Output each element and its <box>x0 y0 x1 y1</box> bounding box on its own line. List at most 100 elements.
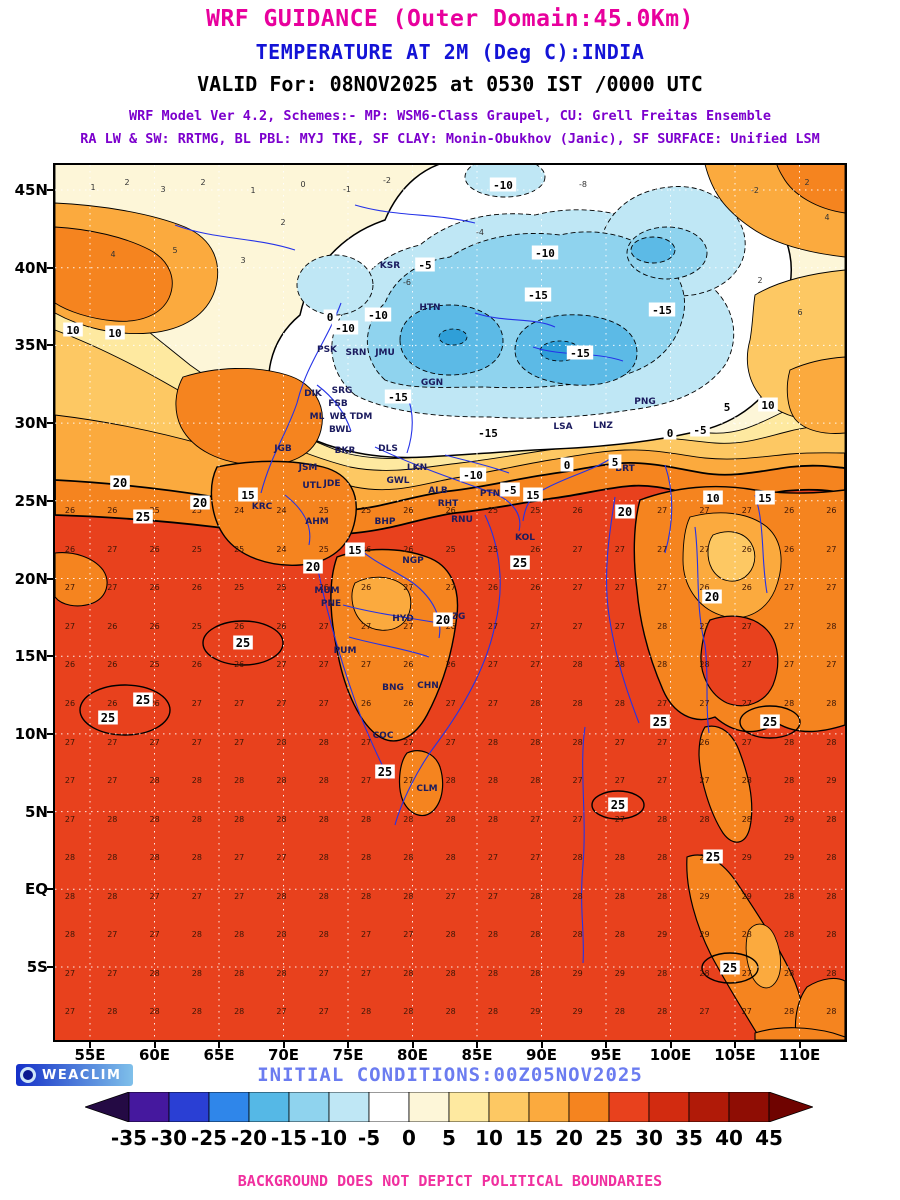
grid-temperature-value: 28 <box>192 930 202 939</box>
grid-temperature-value: 28 <box>826 738 836 747</box>
grid-temperature-value: 29 <box>699 930 709 939</box>
contour-label: 15 <box>348 544 361 557</box>
grid-temperature-value: 28 <box>657 892 667 901</box>
contour-label: -10 <box>535 247 555 260</box>
grid-temperature-value: 28 <box>234 969 244 978</box>
city-label: PTN <box>480 489 500 499</box>
grid-temperature-value: 27 <box>276 699 286 708</box>
contour-label: 25 <box>763 715 777 729</box>
page-subtitle: TEMPERATURE AT 2M (Deg C):INDIA <box>255 40 645 64</box>
grid-temperature-value: 27 <box>150 738 160 747</box>
grid-temperature-value: 28 <box>446 969 456 978</box>
grid-temperature-value: 27 <box>234 699 244 708</box>
grid-temperature-value: 28 <box>361 853 371 862</box>
city-label: WB <box>330 412 347 422</box>
contour-label-box <box>608 454 622 469</box>
colorbar-segment <box>168 1092 210 1122</box>
lat-label: EQ <box>25 880 48 899</box>
contour-label-box <box>459 467 487 482</box>
grid-temperature-value: 27 <box>699 1007 709 1016</box>
grid-temperature-value: 26 <box>446 660 456 669</box>
contour-label: 15 <box>526 489 539 502</box>
grid-temperature-value: 24 <box>234 506 244 515</box>
grid-temperature-value: 1 <box>250 186 255 195</box>
grid-temperature-value: 25 <box>276 583 286 592</box>
grid-temperature-value: 28 <box>446 930 456 939</box>
colorbar-segment <box>568 1092 610 1122</box>
grid-temperature-value: 26 <box>361 583 371 592</box>
lat-label: 30N <box>14 414 48 433</box>
colorbar-tick-label: -5 <box>357 1126 381 1150</box>
grid-temperature-value: 26 <box>276 622 286 631</box>
city-label: KSR <box>380 261 400 271</box>
city-label: JSM <box>298 463 318 473</box>
grid-temperature-value: 27 <box>276 1007 286 1016</box>
grid-temperature-value: 27 <box>530 853 540 862</box>
grid-temperature-value: 27 <box>361 738 371 747</box>
grid-temperature-value: 28 <box>615 892 625 901</box>
colorbar-segment <box>728 1092 770 1122</box>
grid-temperature-value: 27 <box>488 853 498 862</box>
contour-label: -15 <box>570 347 590 360</box>
grid-temperature-value: 25 <box>234 545 244 554</box>
grid-temperature-value: 29 <box>784 815 794 824</box>
contour-label: 0 <box>564 459 571 472</box>
contour-label: -5 <box>693 424 706 437</box>
grid-temperature-value: 26 <box>699 738 709 747</box>
lon-label: 60E <box>138 1046 171 1064</box>
contour-label: -5 <box>503 484 516 497</box>
grid-temperature-value: 27 <box>615 622 625 631</box>
city-label: PNE <box>321 599 341 609</box>
colorbar-tick-label: -20 <box>230 1126 268 1150</box>
grid-temperature-value: 25 <box>150 660 160 669</box>
initial-conditions-line: INITIAL CONDITIONS:00Z05NOV2025 <box>257 1064 643 1086</box>
grid-temperature-value: 27 <box>107 930 117 939</box>
grid-temperature-value: 27 <box>65 815 75 824</box>
grid-temperature-value: 27 <box>784 660 794 669</box>
lat-label: 45N <box>14 181 48 199</box>
lat-label: 5S <box>26 958 48 976</box>
grid-temperature-value: 27 <box>361 969 371 978</box>
lat-tick <box>47 888 53 891</box>
weaclim-badge: WEACLIM <box>16 1064 134 1086</box>
grid-temperature-value: 27 <box>699 699 709 708</box>
contour-label: 20 <box>618 505 632 519</box>
weaclim-label: WEACLIM <box>42 1067 122 1083</box>
contour-label: 25 <box>513 556 527 570</box>
city-label: AHM <box>305 517 328 527</box>
lon-tick <box>476 1042 478 1048</box>
grid-temperature-value: 28 <box>615 699 625 708</box>
grid-temperature-value: 27 <box>65 1007 75 1016</box>
grid-temperature-value: 28 <box>742 930 752 939</box>
lat-tick <box>47 422 53 425</box>
grid-temperature-value: 29 <box>742 853 752 862</box>
grid-temperature-value: 28 <box>403 815 413 824</box>
contour-label: 5 <box>724 401 731 414</box>
city-label: HYD <box>392 614 414 624</box>
grid-temperature-value: 27 <box>107 969 117 978</box>
city-label: MUM <box>314 586 339 596</box>
colorbar-tick-label: 0 <box>402 1126 416 1150</box>
contour-label: 20 <box>436 613 450 627</box>
grid-temperature-value: 28 <box>530 776 540 785</box>
grid-temperature-value: 27 <box>192 699 202 708</box>
grid-temperature-value: 28 <box>530 892 540 901</box>
contour-label-box <box>720 960 740 975</box>
lon-tick <box>669 1042 672 1048</box>
colorbar-tick-label: 30 <box>635 1126 663 1150</box>
grid-temperature-value: 27 <box>65 622 75 631</box>
contour-label-box <box>98 710 118 725</box>
lat-tick <box>47 499 53 502</box>
contour-label-box <box>133 692 153 707</box>
grid-temperature-value: 28 <box>657 815 667 824</box>
grid-temperature-value: 25 <box>361 506 371 515</box>
colorbar-segment <box>688 1092 730 1122</box>
grid-temperature-value: 26 <box>107 699 117 708</box>
city-label: LKN <box>407 463 427 473</box>
colorbar-tick-label: 10 <box>475 1126 503 1150</box>
grid-temperature-value: 28 <box>150 969 160 978</box>
grid-temperature-value: 28 <box>192 815 202 824</box>
lon-tick <box>540 1042 543 1048</box>
lon-tick <box>347 1042 349 1048</box>
grid-temperature-value: 25 <box>319 506 329 515</box>
